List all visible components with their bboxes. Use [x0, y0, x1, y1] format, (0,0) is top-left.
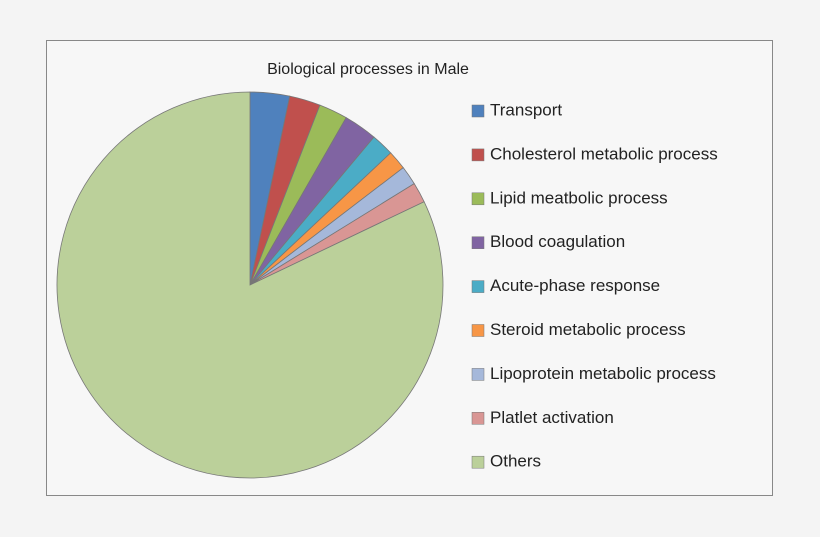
- chart-title: Biological processes in Male: [267, 61, 469, 78]
- legend-swatch: [471, 236, 485, 249]
- legend-label: Blood coagulation: [490, 232, 625, 251]
- legend-label: Steroid metabolic process: [490, 320, 686, 339]
- legend-swatch: [471, 280, 485, 293]
- legend-swatch: [471, 412, 485, 425]
- legend-label: Acute-phase response: [490, 276, 660, 295]
- legend-label: Transport: [490, 100, 562, 119]
- legend-swatch: [471, 192, 485, 206]
- legend-label: Lipoprotein metabolic process: [490, 364, 716, 383]
- legend-swatch: [471, 148, 485, 162]
- legend-label: Platlet activation: [490, 408, 614, 427]
- legend-swatch: [471, 324, 485, 337]
- legend-swatch: [471, 368, 485, 381]
- legend-label: Others: [490, 452, 541, 471]
- pie-slice: [56, 91, 444, 479]
- legend-label: Cholesterol metabolic process: [490, 144, 718, 163]
- legend-swatch: [471, 455, 485, 469]
- legend-swatch: [471, 104, 485, 118]
- legend-label: Lipid meatbolic process: [490, 188, 668, 207]
